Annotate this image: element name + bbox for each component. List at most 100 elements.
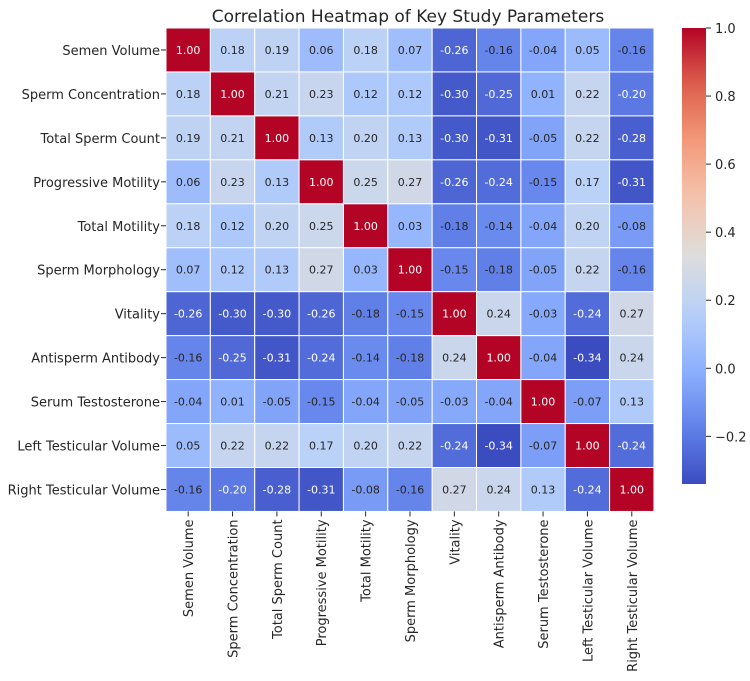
heatmap-cell [209,291,256,337]
y-tick-label: Right Testicular Volume [8,483,160,498]
heatmap-cell [520,159,566,205]
cell-value-label: 0.22 [575,264,600,277]
cell-value-label: -0.26 [440,176,468,189]
y-tick-label: Left Testicular Volume [17,440,160,455]
heatmap-cell [431,115,478,161]
heatmap-cell [564,379,611,425]
heatmap-cell [476,423,522,468]
cell-value-label: 0.24 [442,352,467,365]
heatmap-cell [387,203,433,249]
heatmap-cell [476,27,522,73]
cell-value-label: 1.00 [265,132,290,145]
y-tick-label: Serum Testosterone [31,396,160,411]
heatmap-cell [520,115,566,161]
cell-value-label: -0.24 [484,176,512,189]
heatmap-cell [476,379,522,425]
heatmap-cell [431,379,478,425]
cell-value-label: 0.12 [220,264,245,277]
colorbar-tick-label: 1.0 [715,22,736,37]
heatmap-cells: 1.00 0.18 0.19 0.06 0.18 0.07 -0.26 -0.16 -0.04 0… [165,27,655,512]
heatmap-cell [564,159,611,205]
cell-value-label: 0.13 [265,176,290,189]
cell-value-label: -0.07 [573,396,601,409]
cell-value-label: 0.25 [353,176,378,189]
heatmap-cell [520,203,566,249]
y-tick-label: Progressive Motility [33,176,160,191]
cell-value-label: -0.14 [484,220,512,233]
heatmap-cell [431,203,478,249]
cell-value-label: 0.22 [575,88,600,101]
cell-value-label: 1.00 [176,44,201,57]
heatmap-cell [609,247,655,293]
heatmap-cell [209,335,256,381]
cell-value-label: 0.17 [575,176,600,189]
cell-value-label: 0.17 [309,440,334,453]
cell-value-label: 1.00 [220,88,245,101]
heatmap-cell [387,467,433,512]
heatmap-cell [254,71,300,117]
heatmap-cell [520,291,566,337]
cell-value-label: 0.06 [176,176,201,189]
colorbar-tick-label: −0.2 [715,430,747,445]
cell-value-label: -0.26 [440,44,468,57]
x-tick-label: Semen Volume [182,519,197,617]
y-tick-label: Total Sperm Count [39,132,160,147]
heatmap-cell [564,71,611,117]
cell-value-label: 0.13 [265,264,290,277]
heatmap-cell [609,467,655,512]
cell-value-label: -0.30 [218,308,246,321]
heatmap-cell [476,467,522,512]
cell-value-label: 0.03 [398,220,423,233]
heatmap-cell [209,467,256,512]
cell-value-label: -0.31 [307,483,335,496]
cell-value-label: -0.05 [529,264,557,277]
heatmap-cell [387,335,433,381]
cell-value-label: 0.20 [353,132,378,145]
heatmap-cell [564,203,611,249]
cell-value-label: 0.27 [442,483,467,496]
cell-value-label: -0.30 [263,308,291,321]
cell-value-label: -0.24 [573,308,601,321]
heatmap-cell [609,159,655,205]
cell-value-label: 1.00 [575,440,600,453]
cell-value-label: -0.28 [263,483,291,496]
cell-value-label: -0.05 [263,396,291,409]
heatmap-cell [298,335,344,381]
cell-value-label: 1.00 [486,352,511,365]
y-tick-label: Semen Volume [62,44,160,59]
cell-value-label: -0.31 [263,352,291,365]
cell-value-label: -0.18 [396,352,424,365]
heatmap-cell [165,71,211,117]
colorbar-tick-label: 0.4 [715,226,736,241]
heatmap-cell [520,71,566,117]
heatmap-cell [387,159,433,205]
cell-value-label: 0.18 [176,220,201,233]
cell-value-label: 1.00 [442,308,467,321]
x-tick-label: Total Sperm Count [271,519,286,640]
y-tick-label: Sperm Morphology [37,264,160,279]
cell-value-label: 0.20 [575,220,600,233]
heatmap-cell [298,159,344,205]
cell-value-label: 0.13 [531,483,556,496]
cell-value-label: 0.07 [398,44,423,57]
cell-value-label: -0.04 [529,352,557,365]
cell-value-label: -0.04 [174,396,202,409]
cell-value-label: 1.00 [620,483,645,496]
cell-value-label: -0.07 [529,440,557,453]
heatmap-cell [609,423,655,468]
heatmap-cell [431,159,478,205]
cell-value-label: 0.12 [353,88,378,101]
heatmap-cell [298,247,344,293]
heatmap-cell [209,203,256,249]
cell-value-label: -0.15 [396,308,424,321]
cell-value-label: -0.05 [529,132,557,145]
heatmap-cell [609,27,655,73]
cell-value-label: 0.05 [575,44,600,57]
cell-value-label: 1.00 [309,176,334,189]
cell-value-label: -0.16 [174,483,202,496]
heatmap-cell [342,423,389,468]
heatmap-cell [564,467,611,512]
heatmap-cell [520,467,566,512]
x-tick-label: Progressive Motility [315,519,330,646]
